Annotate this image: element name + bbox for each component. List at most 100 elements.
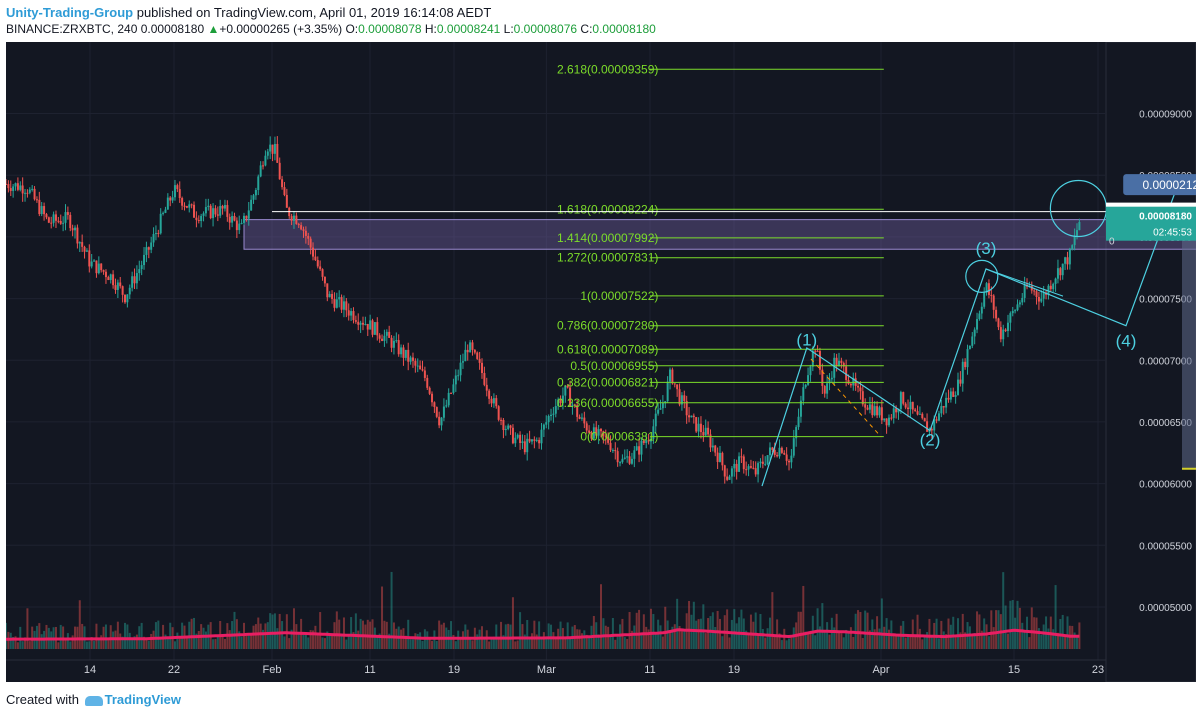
volume-bar — [883, 626, 886, 649]
x-tick-label: 19 — [448, 664, 460, 676]
candle-body — [252, 195, 255, 200]
volume-bar — [188, 621, 191, 649]
candle-body — [276, 143, 279, 163]
candle-body — [402, 347, 405, 358]
chart-area[interactable]: 0.000090000.000085000.000080000.00007500… — [5, 41, 1200, 683]
candle-body — [409, 357, 412, 362]
volume-bar — [785, 640, 788, 649]
volume-bar — [907, 636, 910, 649]
candle-body — [362, 322, 364, 325]
volume-bar — [530, 633, 533, 649]
volume-bar — [526, 620, 529, 649]
volume-bar — [145, 638, 148, 649]
candle-body — [619, 462, 622, 464]
candle-body — [316, 260, 319, 267]
volume-bar — [426, 631, 429, 649]
candle-body — [799, 400, 802, 417]
candle-body — [749, 466, 752, 468]
volume-bar — [680, 629, 683, 649]
candle-body — [5, 183, 7, 185]
volume-bar — [21, 641, 24, 649]
candle-body — [471, 342, 474, 350]
volume-bar — [669, 632, 672, 649]
candle-body — [961, 361, 964, 384]
volume-bar — [147, 640, 150, 649]
volume-bar — [1006, 633, 1009, 649]
candle-body — [395, 340, 398, 342]
candle-body — [378, 335, 381, 339]
candle-body — [302, 229, 305, 231]
candle-body — [702, 432, 705, 436]
volume-bar — [847, 631, 850, 649]
candle-body — [719, 452, 721, 462]
volume-bar — [150, 633, 153, 649]
candle-body — [630, 458, 633, 464]
volume-bar — [638, 609, 641, 649]
volume-bar — [202, 627, 205, 649]
volume-bar — [221, 634, 224, 649]
candle-body — [304, 230, 307, 236]
candle-body — [945, 397, 948, 408]
candle-body — [547, 416, 550, 423]
volume-bar — [740, 609, 743, 649]
candle-body — [128, 287, 131, 295]
candle-body — [14, 183, 17, 187]
candle-body — [545, 422, 548, 425]
candle-body — [1052, 283, 1055, 290]
candle-body — [519, 434, 522, 443]
candle-body — [357, 321, 360, 325]
volume-bar — [264, 623, 267, 649]
candle-body — [166, 197, 169, 210]
volume-bar — [254, 624, 257, 649]
candle-body — [976, 319, 979, 330]
volume-bar — [878, 628, 881, 649]
volume-bar — [376, 635, 379, 649]
volume-bar — [352, 632, 355, 649]
volume-bar — [457, 630, 460, 649]
price-chart[interactable]: 0.000090000.000085000.000080000.00007500… — [5, 41, 1200, 683]
volume-bar — [554, 636, 557, 649]
volume-bar — [852, 637, 855, 649]
candle-body — [645, 440, 648, 444]
candle-body — [1018, 302, 1021, 305]
volume-bar — [735, 623, 738, 649]
candle-body — [381, 338, 384, 341]
volume-bar — [295, 624, 298, 649]
volume-bar — [654, 632, 657, 649]
author-link[interactable]: Unity-Trading-Group — [6, 5, 134, 20]
candle-body — [423, 370, 426, 378]
volume-bar — [626, 638, 629, 649]
candle-body — [364, 323, 367, 325]
candle-body — [1042, 292, 1045, 299]
volume-bar — [964, 632, 967, 649]
volume-bar — [761, 629, 764, 649]
candle-body — [826, 383, 829, 394]
candle-body — [392, 340, 395, 348]
candle-body — [883, 418, 886, 421]
volume-bar — [485, 630, 488, 649]
volume-bar — [214, 639, 217, 649]
chart-header: Unity-Trading-Group published on Trading… — [0, 0, 1200, 42]
candle-body — [699, 423, 702, 433]
volume-bar — [959, 632, 962, 649]
volume-bar — [692, 601, 695, 649]
candle-body — [761, 461, 764, 464]
volume-bar — [523, 634, 526, 649]
candle-body — [1054, 278, 1057, 284]
volume-bar — [107, 640, 110, 649]
volume-bar — [71, 635, 74, 649]
fib-level-label: 1(0.00007522) — [580, 289, 658, 303]
candle-body — [66, 212, 69, 215]
volume-bar — [292, 608, 295, 649]
volume-bar — [383, 620, 386, 649]
candle-body — [964, 361, 967, 368]
tradingview-brand[interactable]: TradingView — [104, 692, 181, 707]
volume-bar — [316, 633, 319, 649]
candle-body — [666, 381, 669, 402]
candle-body — [1068, 249, 1071, 265]
candle-body — [500, 419, 503, 421]
volume-bar — [973, 633, 976, 649]
volume-bar — [81, 623, 84, 649]
volume-bar — [647, 629, 650, 649]
candle-body — [450, 392, 453, 394]
